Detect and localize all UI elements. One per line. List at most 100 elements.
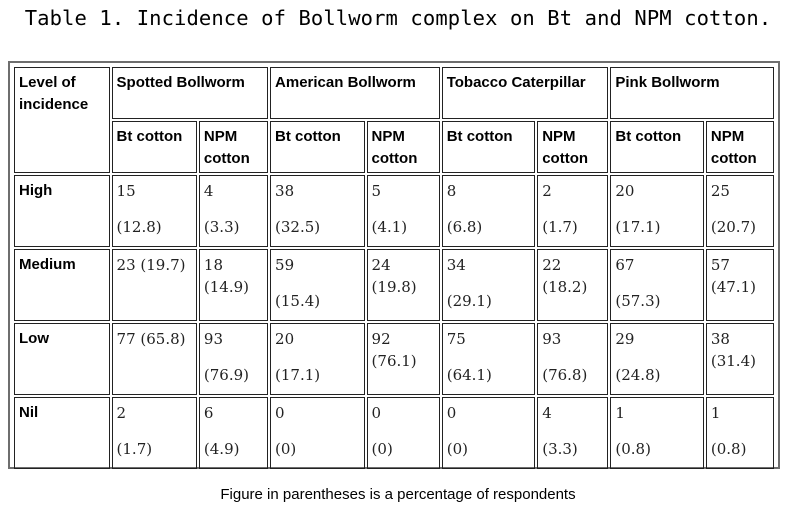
cell-percentage: (64.1) <box>446 366 492 384</box>
cell-count: 1 <box>615 404 625 422</box>
table-cell: 93 (76.9) <box>198 323 269 395</box>
pest-header-american-bollworm: American Bollworm <box>270 67 440 119</box>
cell-count: 8 <box>446 182 457 200</box>
cell-count: 93 <box>542 330 562 348</box>
subheader-bt-cotton: Bt cotton <box>441 121 536 173</box>
corner-header-cell: Level of incidence <box>14 67 110 173</box>
table-cell: 57 (47.1) <box>705 249 774 321</box>
table-cell: 2 (1.7) <box>537 175 609 247</box>
cell-count: 2 <box>542 182 552 200</box>
table-row: Low 77 (65.8) 93 (76.9) 20 (17.1) 92 (76.1) 75 (… <box>14 323 774 395</box>
cell-percentage: (4.9) <box>203 440 240 458</box>
subheader-npm-cotton: NPM cotton <box>705 121 774 173</box>
row-level-label: Nil <box>14 397 110 469</box>
table-cell: 75 (64.1) <box>441 323 536 395</box>
table-cell: 67 (57.3) <box>610 249 704 321</box>
table-cell: 25 (20.7) <box>705 175 774 247</box>
table-cell: 29 (24.8) <box>610 323 704 395</box>
subheader-npm-cotton: NPM cotton <box>366 121 440 173</box>
cell-percentage: (1.7) <box>116 440 153 458</box>
cell-percentage: (20.7) <box>710 218 756 236</box>
cell-count: 77 (65.8) <box>116 330 186 348</box>
table-footnote: Figure in parentheses is a percentage of… <box>220 486 576 503</box>
incidence-table-frame: Level of incidence Spotted Bollworm Amer… <box>8 61 780 469</box>
cell-count: 15 <box>116 182 136 200</box>
table-cell: 1 (0.8) <box>705 397 774 469</box>
table-row: High 15 (12.8) 4 (3.3) 38 (32.5) 5 (4.1) 8 (6.8) 2 (… <box>14 175 774 247</box>
cell-percentage: (76.8) <box>542 366 588 384</box>
subheader-bt-cotton: Bt cotton <box>111 121 197 173</box>
subheader-npm-cotton: NPM cotton <box>198 121 269 173</box>
cell-percentage: (6.8) <box>446 218 483 236</box>
row-level-label: High <box>14 175 110 247</box>
pest-header-pink-bollworm: Pink Bollworm <box>610 67 774 119</box>
cell-percentage: (0.8) <box>710 440 747 458</box>
cell-count: 59 <box>275 256 295 274</box>
pest-header-tobacco-caterpillar: Tobacco Caterpillar <box>441 67 609 119</box>
cell-count: 93 <box>203 330 223 348</box>
table-row: Nil 2 (1.7) 6 (4.9) 0 (0) 0 (0) 0 (0) 4 (3.3) 1 (0.8) 1… <box>14 397 774 469</box>
subheader-bt-cotton: Bt cotton <box>610 121 704 173</box>
cell-count: 23 (19.7) <box>116 256 186 274</box>
table-cell: 93 (76.8) <box>537 323 609 395</box>
table-cell: 5 (4.1) <box>366 175 440 247</box>
row-level-label: Low <box>14 323 110 395</box>
table-cell: 20 (17.1) <box>270 323 365 395</box>
cell-percentage: (0) <box>446 440 468 458</box>
cell-count: 57 (47.1) <box>710 256 756 296</box>
cell-count: 25 <box>710 182 730 200</box>
cell-count: 38 <box>275 182 295 200</box>
cell-percentage: (57.3) <box>615 292 661 310</box>
table-cell: 24 (19.8) <box>366 249 440 321</box>
table-cell: 34 (29.1) <box>441 249 536 321</box>
cell-percentage: (29.1) <box>446 292 492 310</box>
cell-count: 0 <box>371 404 382 422</box>
cell-count: 38 (31.4) <box>710 330 756 370</box>
table-cell: 8 (6.8) <box>441 175 536 247</box>
cell-percentage: (3.3) <box>542 440 578 458</box>
table-title: Table 1. Incidence of Bollworm complex o… <box>24 6 772 30</box>
table-cell: 1 (0.8) <box>610 397 704 469</box>
subheader-row: Bt cotton NPM cotton Bt cotton NPM cotton … <box>14 121 774 173</box>
cell-percentage: (0.8) <box>615 440 651 458</box>
cell-percentage: (4.1) <box>371 218 408 236</box>
cell-count: 6 <box>203 404 214 422</box>
table-cell: 4 (3.3) <box>198 175 269 247</box>
cell-percentage: (17.1) <box>275 366 321 384</box>
cell-percentage: (0) <box>275 440 297 458</box>
cell-percentage: (0) <box>371 440 393 458</box>
cell-count: 2 <box>116 404 127 422</box>
table-cell: 4 (3.3) <box>537 397 609 469</box>
cell-count: 92 (76.1) <box>371 330 417 370</box>
cell-count: 0 <box>275 404 285 422</box>
cell-percentage: (1.7) <box>542 218 578 236</box>
subheader-bt-cotton: Bt cotton <box>270 121 365 173</box>
table-cell: 20 (17.1) <box>610 175 704 247</box>
subheader-npm-cotton: NPM cotton <box>537 121 609 173</box>
table-cell: 6 (4.9) <box>198 397 269 469</box>
cell-count: 29 <box>615 330 635 348</box>
cell-count: 20 <box>615 182 635 200</box>
cell-count: 4 <box>542 404 552 422</box>
cell-count: 4 <box>203 182 214 200</box>
cell-percentage: (32.5) <box>275 218 321 236</box>
cell-count: 0 <box>446 404 457 422</box>
cell-count: 67 <box>615 256 635 274</box>
cell-count: 18 (14.9) <box>203 256 250 296</box>
table-cell: 77 (65.8) <box>111 323 197 395</box>
table-cell: 2 (1.7) <box>111 397 197 469</box>
table-cell: 92 (76.1) <box>366 323 440 395</box>
cell-count: 22 (18.2) <box>542 256 588 296</box>
table-cell: 22 (18.2) <box>537 249 609 321</box>
table-cell: 15 (12.8) <box>111 175 197 247</box>
cell-percentage: (15.4) <box>275 292 321 310</box>
cell-percentage: (12.8) <box>116 218 162 236</box>
table-cell: 0 (0) <box>441 397 536 469</box>
pest-header-spotted-bollworm: Spotted Bollworm <box>111 67 269 119</box>
cell-count: 24 (19.8) <box>371 256 417 296</box>
cell-count: 34 <box>446 256 466 274</box>
cell-percentage: (17.1) <box>615 218 661 236</box>
table-cell: 23 (19.7) <box>111 249 197 321</box>
table-cell: 0 (0) <box>366 397 440 469</box>
cell-count: 1 <box>710 404 721 422</box>
